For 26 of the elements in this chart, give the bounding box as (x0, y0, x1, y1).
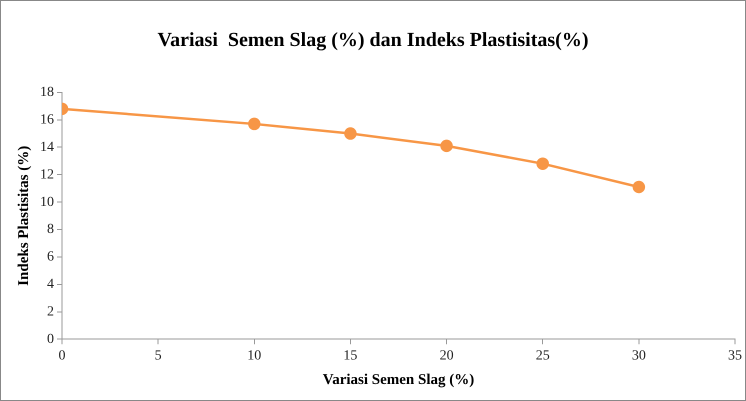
x-tick-label: 15 (343, 348, 358, 364)
point (632, 180, 646, 194)
x-tick-label: 0 (58, 348, 66, 364)
point (440, 140, 453, 152)
y-tick-label: 0 (47, 332, 54, 347)
x-tick-label: 10 (247, 348, 262, 364)
y-tick-label: 10 (40, 194, 54, 210)
y-tick-label: 6 (47, 250, 54, 265)
x-axis-title: Variasi Semen Slag (%) (322, 372, 474, 388)
x-tick-label: 5 (154, 348, 162, 364)
chart-title: Variasi Semen Slag (%) dan Indeks Plastisitas(%) (156, 29, 590, 52)
x-tick-label: 35 (728, 348, 742, 364)
y-tick-label: 12 (40, 167, 54, 182)
y-tick-label: 4 (47, 277, 54, 292)
point (248, 118, 261, 130)
y-tick-label: 18 (40, 85, 54, 100)
x-tick-label: 30 (632, 348, 646, 364)
y-axis-title: Indeks Plastisitas (%) (16, 146, 32, 286)
point (344, 127, 357, 140)
y-tick-label: 8 (47, 222, 54, 238)
y-tick-label: 14 (40, 140, 54, 155)
y-tick-label: 16 (40, 112, 54, 128)
y-tick-label: 2 (47, 304, 54, 320)
point (536, 157, 549, 170)
x-tick-label: 20 (440, 348, 454, 364)
x-tick-label: 25 (536, 348, 550, 364)
